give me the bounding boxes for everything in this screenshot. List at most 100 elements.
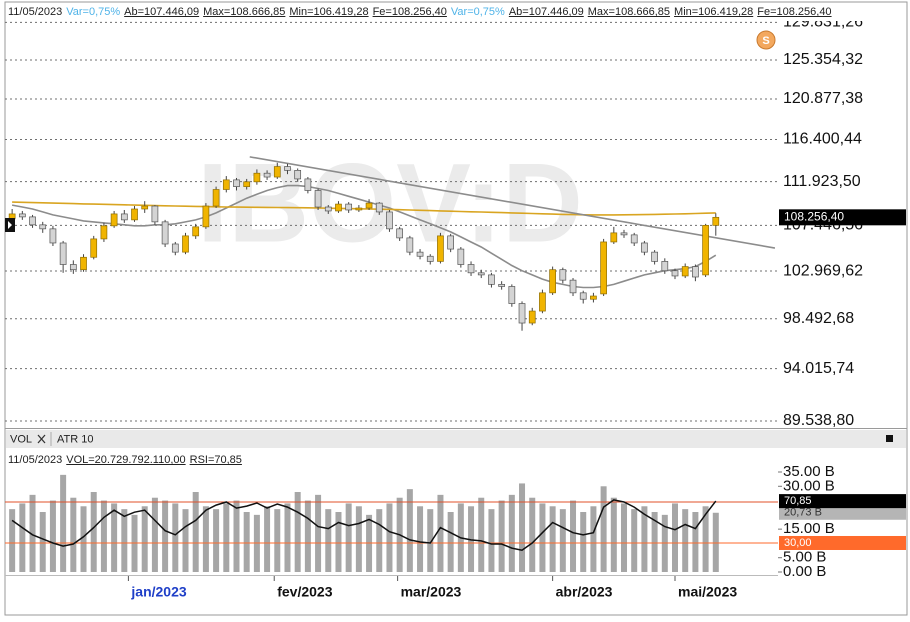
- candle-body: [692, 266, 699, 278]
- candle-body: [243, 181, 251, 187]
- volume-bar: [172, 503, 179, 572]
- candle-body: [335, 203, 342, 212]
- volume-header-item: RSI=70,85: [189, 454, 242, 466]
- y-tick-label: 5.00 B: [783, 549, 826, 566]
- candle-body: [161, 221, 169, 245]
- candle-body: [233, 179, 240, 187]
- volume-bar: [672, 503, 679, 572]
- volume-bar: [406, 489, 413, 572]
- candle-body: [345, 203, 353, 211]
- header-item: Fe=108.256,40: [757, 6, 832, 18]
- candle-body: [69, 264, 77, 271]
- candle-body: [528, 310, 536, 324]
- volume-bar: [610, 497, 617, 572]
- volume-bar: [519, 483, 526, 572]
- volume-bar: [345, 503, 352, 572]
- volume-header: 11/05/2023 VOL=20.729.792.110,00 RSI=70,85: [8, 451, 246, 469]
- y-tick-label: 120.877,38: [783, 90, 863, 107]
- candle-body: [90, 238, 98, 258]
- volume-bar: [692, 512, 699, 572]
- close-icon[interactable]: [37, 434, 46, 444]
- frame: [4, 1, 908, 616]
- candle-body: [253, 172, 261, 183]
- candle-body: [590, 295, 597, 300]
- y-tick-label: 116.400,44: [783, 131, 862, 148]
- candle-body: [681, 266, 689, 277]
- volume-bar: [294, 492, 301, 572]
- y-tick-label: 30.00 B: [783, 477, 835, 494]
- y-tick-label: 0.00 B: [783, 563, 826, 580]
- value-tag-label: 30,00: [784, 537, 812, 549]
- candle-body: [131, 208, 138, 221]
- candle-body: [386, 211, 393, 230]
- candle-body: [396, 228, 404, 239]
- candle-body: [59, 242, 67, 265]
- volume-header-item: VOL=20.729.792.110,00: [66, 454, 186, 466]
- x-tick-label: fev/2023: [277, 584, 332, 600]
- candle-body: [18, 213, 26, 218]
- candle-body: [294, 170, 302, 180]
- volume-bar: [192, 492, 199, 572]
- candle-body: [600, 241, 607, 295]
- candle-body: [365, 202, 373, 209]
- volume-bar: [70, 497, 77, 572]
- volume-bar: [488, 509, 495, 572]
- volume-bar: [335, 512, 342, 572]
- candle-body: [518, 303, 526, 324]
- volume-bar: [60, 474, 67, 572]
- volume-bar: [712, 512, 719, 572]
- volume-bar: [702, 506, 709, 572]
- candle-body: [467, 264, 475, 274]
- candle-body: [212, 189, 220, 207]
- volume-bar: [202, 506, 209, 572]
- top-header: 11/05/2023 Var=0,75% Ab=107.446,09 Max=108.…: [8, 3, 906, 21]
- candle-body: [671, 270, 679, 277]
- volume-bar: [90, 492, 97, 572]
- volume-bar: [529, 497, 536, 572]
- volume-bar: [151, 497, 158, 572]
- volume-bar: [29, 494, 36, 572]
- candle-body: [559, 269, 567, 281]
- header-item: Min=106.419,28: [674, 6, 754, 18]
- candle-body: [49, 228, 57, 244]
- tab-atr[interactable]: ATR 10: [57, 433, 93, 445]
- volume-bar: [549, 506, 556, 572]
- candle-body: [661, 261, 669, 272]
- candle-body: [120, 213, 128, 221]
- rsi-line: [11, 499, 717, 552]
- candle-body: [539, 292, 546, 312]
- header-item: Max=108.666,85: [203, 6, 286, 18]
- header-item: Max=108.666,85: [587, 6, 671, 18]
- y-tick-label: 102.969,62: [783, 262, 863, 279]
- header-item: Min=106.419,28: [289, 6, 369, 18]
- header-item: Fe=108.256,40: [372, 6, 447, 18]
- volume-bar: [386, 503, 393, 572]
- candle-body: [447, 235, 454, 250]
- volume-bar: [580, 512, 587, 572]
- candle-body: [324, 206, 332, 212]
- candle-body: [508, 286, 516, 304]
- y-tick-label: 125.354,32: [783, 51, 863, 68]
- candle-body: [569, 279, 577, 294]
- header-item: Ab=107.446,09: [508, 6, 584, 18]
- volume-bar: [213, 509, 220, 572]
- candle-body: [284, 166, 291, 171]
- candle-body: [712, 216, 720, 226]
- volume-bar: [417, 506, 424, 572]
- candle-body: [620, 232, 628, 236]
- y-tick-label: 98.492,68: [783, 310, 854, 327]
- volume-bar: [631, 509, 638, 572]
- volume-bar: [162, 500, 169, 572]
- y-tick-label: 89.538,80: [783, 412, 854, 429]
- tab-vol[interactable]: VOL: [10, 433, 32, 445]
- x-tick-label: mar/2023: [401, 584, 462, 600]
- coin-icon[interactable]: [756, 30, 776, 50]
- volume-bar: [427, 509, 434, 572]
- volume-bar: [621, 503, 628, 572]
- volume-bar: [264, 506, 271, 572]
- value-tag: [779, 494, 906, 509]
- candle-body: [630, 234, 638, 244]
- candle-body: [171, 243, 179, 253]
- panel-toggle[interactable]: [886, 435, 893, 442]
- volume-bar: [233, 500, 240, 572]
